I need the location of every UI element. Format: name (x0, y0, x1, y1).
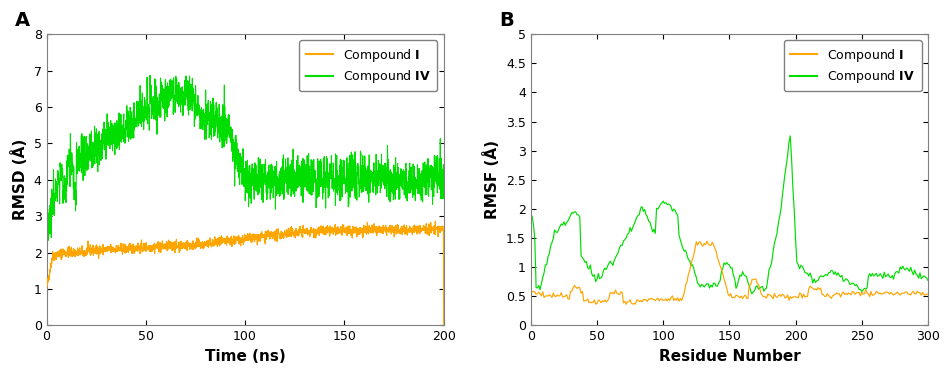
X-axis label: Time (ns): Time (ns) (204, 349, 285, 364)
Legend: Compound $\mathbf{I}$, Compound $\mathbf{IV}$: Compound $\mathbf{I}$, Compound $\mathbf… (300, 40, 437, 92)
Text: B: B (499, 11, 514, 30)
Legend: Compound $\mathbf{I}$, Compound $\mathbf{IV}$: Compound $\mathbf{I}$, Compound $\mathbf… (784, 40, 922, 92)
Y-axis label: RMSF (Å): RMSF (Å) (483, 140, 500, 219)
Y-axis label: RMSD (Å): RMSD (Å) (11, 139, 29, 220)
X-axis label: Residue Number: Residue Number (658, 349, 800, 364)
Text: A: A (15, 11, 29, 30)
